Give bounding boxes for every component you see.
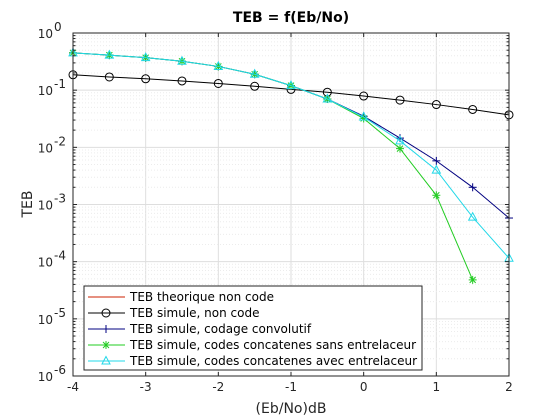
legend-label: TEB simule, codes concatenes avec entrel… (129, 354, 417, 368)
marker-triangle (213, 60, 224, 70)
y-tick-label: 10 (38, 141, 53, 155)
data-point (213, 60, 224, 70)
marker-circle (468, 104, 478, 114)
x-tick-label: -2 (212, 380, 224, 394)
y-tick-label: 10 (38, 313, 53, 327)
legend-item: TEB simule, codage convolutif (88, 322, 312, 336)
y-tick-label: 10 (38, 27, 53, 41)
marker-triangle (322, 93, 333, 103)
y-axis-label: TEB (20, 190, 36, 218)
data-point (213, 78, 223, 88)
x-tick-labels: -4 -3 -2 -1 0 1 2 (67, 380, 513, 394)
y-tick-exponent: -4 (54, 249, 66, 263)
data-point (358, 111, 369, 121)
x-tick-label: -3 (140, 380, 152, 394)
marker-circle (177, 76, 187, 86)
data-point (177, 76, 187, 86)
ticks (72, 32, 510, 377)
data-point (140, 52, 151, 62)
y-tick-label: 10 (38, 84, 53, 98)
marker-circle (359, 91, 369, 101)
data-point (468, 183, 477, 192)
y-tick-label: 10 (38, 199, 53, 213)
chart-title: TEB = f(Eb/No) (233, 10, 349, 26)
legend-label: TEB simule, codes concatenes sans entrel… (129, 338, 416, 352)
y-tick-label: 10 (38, 256, 53, 270)
data-point (395, 95, 405, 105)
marker-stroke (396, 145, 404, 152)
x-tick-label: -1 (285, 380, 297, 394)
data-point (359, 91, 369, 101)
x-axis-label: (Eb/No)dB (256, 401, 327, 417)
legend-label: TEB theorique non code (129, 290, 274, 304)
marker-triangle (104, 49, 115, 59)
marker-triangle (395, 135, 405, 145)
data-point (468, 275, 477, 284)
marker-triangle (467, 211, 478, 221)
marker-triangle (286, 80, 296, 90)
data-point (432, 156, 441, 165)
data-point (431, 164, 442, 174)
legend-box (83, 285, 423, 371)
legend-item: TEB theorique non code (88, 290, 274, 304)
marker-triangle (140, 52, 151, 62)
y-tick-exponent: 0 (54, 20, 62, 34)
data-point (432, 191, 441, 200)
marker-circle (250, 81, 260, 91)
y-tick-exponent: -5 (54, 306, 66, 320)
y-tick-exponent: -3 (54, 192, 66, 206)
legend-swatch-marker (101, 355, 111, 365)
legend: TEB theorique non code TEB simule, non co… (83, 285, 423, 371)
x-tick-label: 1 (433, 380, 441, 394)
legend-item: TEB simule, non code (88, 306, 260, 320)
legend-item: TEB simule, codes concatenes avec entrel… (88, 354, 417, 368)
x-tick-label: 2 (505, 380, 513, 394)
marker-circle (141, 74, 151, 84)
data-point (250, 81, 260, 91)
data-point (249, 68, 260, 78)
legend-label: TEB simule, non code (129, 306, 260, 320)
data-point (322, 93, 333, 103)
data-point (468, 104, 478, 114)
marker-stroke (432, 191, 440, 199)
marker-circle (431, 100, 441, 110)
marker-triangle (249, 68, 260, 78)
marker-circle (213, 78, 223, 88)
y-tick-label: 10 (38, 370, 53, 384)
marker-triangle (101, 355, 111, 365)
legend-item: TEB simule, codes concatenes sans entrel… (88, 338, 416, 352)
data-point (104, 72, 114, 82)
marker-stroke (102, 341, 110, 349)
x-tick-label: 0 (360, 380, 368, 394)
data-point (104, 49, 115, 59)
marker-triangle (358, 111, 369, 121)
marker-triangle (177, 55, 187, 65)
series-line (72, 52, 510, 259)
legend-swatch-marker (102, 325, 110, 333)
data-point (467, 211, 478, 221)
legend-swatch-marker (101, 308, 111, 318)
marker-circle (101, 308, 111, 318)
y-tick-exponent: -6 (54, 363, 66, 377)
data-point (177, 55, 187, 65)
x-tick-label: -4 (67, 380, 79, 394)
legend-label: TEB simule, codage convolutif (129, 322, 312, 336)
marker-circle (395, 95, 405, 105)
legend-swatch-marker (102, 341, 110, 349)
data-point (396, 144, 404, 153)
data-point (395, 135, 405, 145)
marker-circle (104, 72, 114, 82)
data-point (431, 100, 441, 110)
data-point (286, 80, 296, 90)
y-tick-exponent: -1 (54, 77, 66, 91)
marker-triangle (431, 164, 442, 174)
marker-stroke (469, 276, 477, 284)
y-tick-exponent: -2 (54, 134, 66, 148)
data-point (141, 74, 151, 84)
